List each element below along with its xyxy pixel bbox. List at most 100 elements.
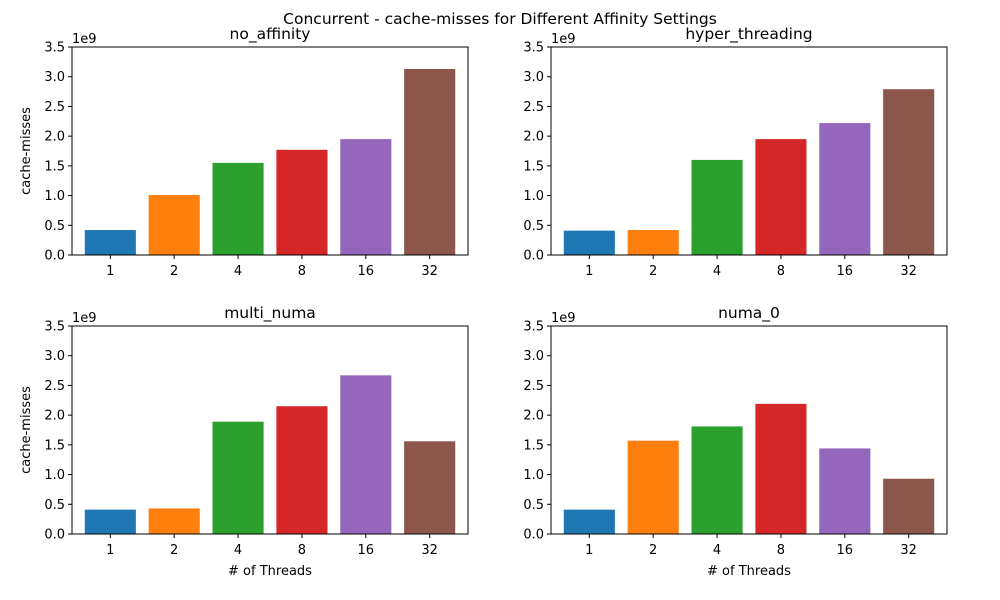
bar-1 bbox=[84, 230, 136, 255]
y-tick-label: 1.0 bbox=[44, 468, 65, 483]
axes-frame bbox=[71, 325, 469, 535]
bar-32 bbox=[883, 478, 935, 534]
y-axis-label: cache-misses bbox=[19, 107, 34, 195]
bar-16 bbox=[340, 375, 392, 534]
y-tick-label: 1.5 bbox=[44, 159, 65, 174]
bar-1 bbox=[563, 230, 615, 255]
y-tick-label: 3.0 bbox=[523, 70, 544, 85]
bar-32 bbox=[404, 441, 456, 534]
bar-16 bbox=[819, 448, 871, 534]
bar-8 bbox=[755, 139, 807, 255]
subplot-no-affinity: 0.0 0.5 1.0 1.5 2.0 2.5 3.0 3.5 1 2 4 8 16 32 1e9 no_af… bbox=[19, 25, 469, 279]
y-tick-label: 2.5 bbox=[44, 100, 65, 115]
axes-frame bbox=[71, 46, 469, 256]
x-tick-label: 1 bbox=[106, 264, 114, 279]
subplot-title: multi_numa bbox=[224, 304, 316, 323]
y-offset-text: 1e9 bbox=[72, 311, 97, 326]
bar-4 bbox=[212, 421, 264, 534]
x-tick-label: 8 bbox=[298, 543, 306, 558]
x-tick-label: 8 bbox=[777, 543, 785, 558]
x-tick-label: 1 bbox=[106, 543, 114, 558]
subplot-numa-0: 0.0 0.5 1.0 1.5 2.0 2.5 3.0 3.5 1 2 4 8 16 32 1e9 numa_… bbox=[523, 304, 948, 579]
x-tick-label: 1 bbox=[585, 543, 593, 558]
bar-16 bbox=[819, 123, 871, 255]
x-tick-label: 4 bbox=[713, 543, 721, 558]
bar-1 bbox=[563, 509, 615, 534]
bar-32 bbox=[883, 89, 935, 255]
y-tick-label: 1.0 bbox=[523, 189, 544, 204]
bar-4 bbox=[212, 162, 264, 255]
x-tick-label: 1 bbox=[585, 264, 593, 279]
x-tick-label: 4 bbox=[234, 543, 242, 558]
y-tick-label: 2.0 bbox=[44, 130, 65, 145]
y-tick-label: 0.5 bbox=[523, 219, 544, 234]
bar-2 bbox=[627, 440, 679, 534]
y-tick-label: 3.5 bbox=[523, 320, 544, 335]
y-tick-label: 1.5 bbox=[523, 159, 544, 174]
y-tick-label: 2.0 bbox=[523, 130, 544, 145]
y-tick-label: 2.0 bbox=[523, 409, 544, 424]
axes-frame bbox=[550, 325, 948, 535]
subplot-grid: 0.0 0.5 1.0 1.5 2.0 2.5 3.0 3.5 1 2 4 8 16 32 1e9 no_af… bbox=[19, 25, 948, 579]
x-tick-label: 2 bbox=[649, 264, 657, 279]
x-tick-label: 32 bbox=[421, 543, 438, 558]
y-tick-label: 1.0 bbox=[523, 468, 544, 483]
bar-32 bbox=[404, 68, 456, 256]
x-tick-label: 16 bbox=[837, 264, 854, 279]
bar-8 bbox=[276, 149, 328, 255]
y-tick-label: 1.5 bbox=[523, 438, 544, 453]
y-tick-label: 2.0 bbox=[44, 409, 65, 424]
y-tick-label: 0.5 bbox=[523, 498, 544, 513]
bar-8 bbox=[276, 406, 328, 534]
y-tick-label: 2.5 bbox=[44, 379, 65, 394]
x-tick-label: 2 bbox=[170, 543, 178, 558]
subplot-title: numa_0 bbox=[718, 304, 780, 323]
y-tick-label: 3.0 bbox=[523, 349, 544, 364]
bar-2 bbox=[148, 194, 200, 255]
y-tick-label: 0.5 bbox=[44, 498, 65, 513]
subplot-title: no_affinity bbox=[230, 25, 311, 44]
x-tick-label: 2 bbox=[649, 543, 657, 558]
y-tick-label: 3.5 bbox=[523, 41, 544, 56]
y-axis-label: cache-misses bbox=[19, 386, 34, 474]
bar-4 bbox=[691, 426, 743, 534]
y-tick-label: 3.5 bbox=[44, 320, 65, 335]
x-tick-label: 8 bbox=[777, 264, 785, 279]
x-tick-label: 16 bbox=[358, 264, 375, 279]
y-tick-label: 2.5 bbox=[523, 100, 544, 115]
y-tick-label: 0.0 bbox=[44, 528, 65, 543]
y-tick-label: 3.5 bbox=[44, 41, 65, 56]
bar-2 bbox=[627, 230, 679, 255]
y-tick-label: 1.0 bbox=[44, 189, 65, 204]
bar-16 bbox=[340, 139, 392, 255]
y-tick-label: 0.0 bbox=[523, 528, 544, 543]
x-tick-label: 4 bbox=[234, 264, 242, 279]
x-tick-label: 16 bbox=[837, 543, 854, 558]
subplot-title: hyper_threading bbox=[685, 25, 812, 44]
bar-1 bbox=[84, 509, 136, 534]
x-tick-label: 2 bbox=[170, 264, 178, 279]
y-offset-text: 1e9 bbox=[551, 32, 576, 47]
x-axis-label: # of Threads bbox=[707, 564, 791, 579]
subplot-multi-numa: 0.0 0.5 1.0 1.5 2.0 2.5 3.0 3.5 1 2 4 8 16 32 1e9 multi… bbox=[19, 304, 469, 579]
y-tick-label: 0.0 bbox=[523, 249, 544, 264]
axes-frame bbox=[550, 46, 948, 256]
y-offset-text: 1e9 bbox=[72, 32, 97, 47]
y-offset-text: 1e9 bbox=[551, 311, 576, 326]
x-axis-label: # of Threads bbox=[228, 564, 312, 579]
x-tick-label: 16 bbox=[358, 543, 375, 558]
y-tick-label: 2.5 bbox=[523, 379, 544, 394]
y-tick-label: 3.0 bbox=[44, 349, 65, 364]
y-tick-label: 3.0 bbox=[44, 70, 65, 85]
y-tick-label: 0.5 bbox=[44, 219, 65, 234]
x-tick-label: 4 bbox=[713, 264, 721, 279]
x-tick-label: 32 bbox=[421, 264, 438, 279]
x-tick-label: 32 bbox=[900, 264, 917, 279]
x-tick-label: 32 bbox=[900, 543, 917, 558]
y-tick-label: 0.0 bbox=[44, 249, 65, 264]
x-tick-label: 8 bbox=[298, 264, 306, 279]
subplot-hyper-threading: 0.0 0.5 1.0 1.5 2.0 2.5 3.0 3.5 1 2 4 8 16 32 1e9 hyper… bbox=[523, 25, 948, 279]
bar-2 bbox=[148, 508, 200, 534]
figure-suptitle: Concurrent - cache-misses for Different … bbox=[283, 10, 717, 28]
